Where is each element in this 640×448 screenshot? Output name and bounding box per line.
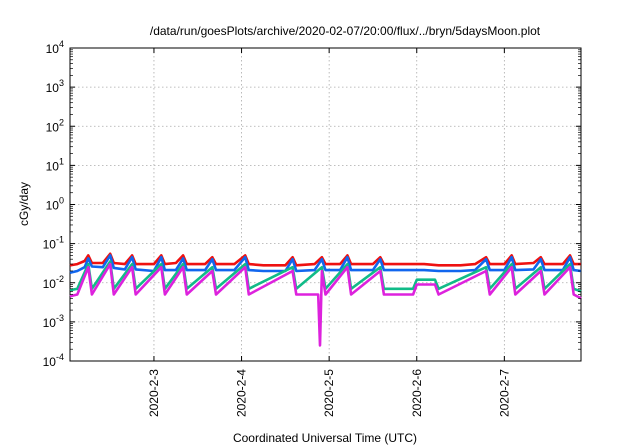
series-line-1: [69, 252, 581, 267]
series-line-3: [69, 260, 582, 293]
y-tick-label: 10-4: [43, 352, 64, 369]
x-axis-ticks: 2020-2-3 2020-2-4 2020-2-5 2020-2-6 2020-2-7: [147, 48, 511, 417]
series-line-4: [69, 262, 582, 347]
y-tick-label: 102: [46, 117, 64, 134]
x-axis-label: Coordinated Universal Time (UTC): [233, 431, 417, 445]
y-tick-label: 10-2: [43, 274, 64, 291]
y-axis-ticks: 10-4 10-3 10-2 10-1 100 101 102 103 104: [43, 39, 581, 369]
y-tick-label: 10-3: [43, 313, 64, 330]
y-tick-label: 101: [46, 156, 64, 173]
y-tick-label: 104: [46, 39, 64, 56]
x-tick-label: 2020-2-7: [497, 369, 511, 417]
x-tick-label: 2020-2-4: [235, 369, 249, 417]
x-tick-label: 2020-2-5: [322, 369, 336, 417]
y-axis-label: cGy/day: [17, 182, 31, 226]
series-line-2: [69, 254, 582, 275]
series-group: [69, 252, 582, 347]
x-tick-label: 2020-2-6: [410, 369, 424, 417]
y-tick-label: 100: [46, 196, 64, 213]
chart-title: /data/run/goesPlots/archive/2020-02-07/2…: [150, 24, 541, 38]
grid-lines: [70, 48, 581, 361]
x-tick-label: 2020-2-3: [147, 369, 161, 417]
y-tick-label: 103: [46, 78, 64, 95]
y-tick-label: 10-1: [43, 235, 64, 252]
